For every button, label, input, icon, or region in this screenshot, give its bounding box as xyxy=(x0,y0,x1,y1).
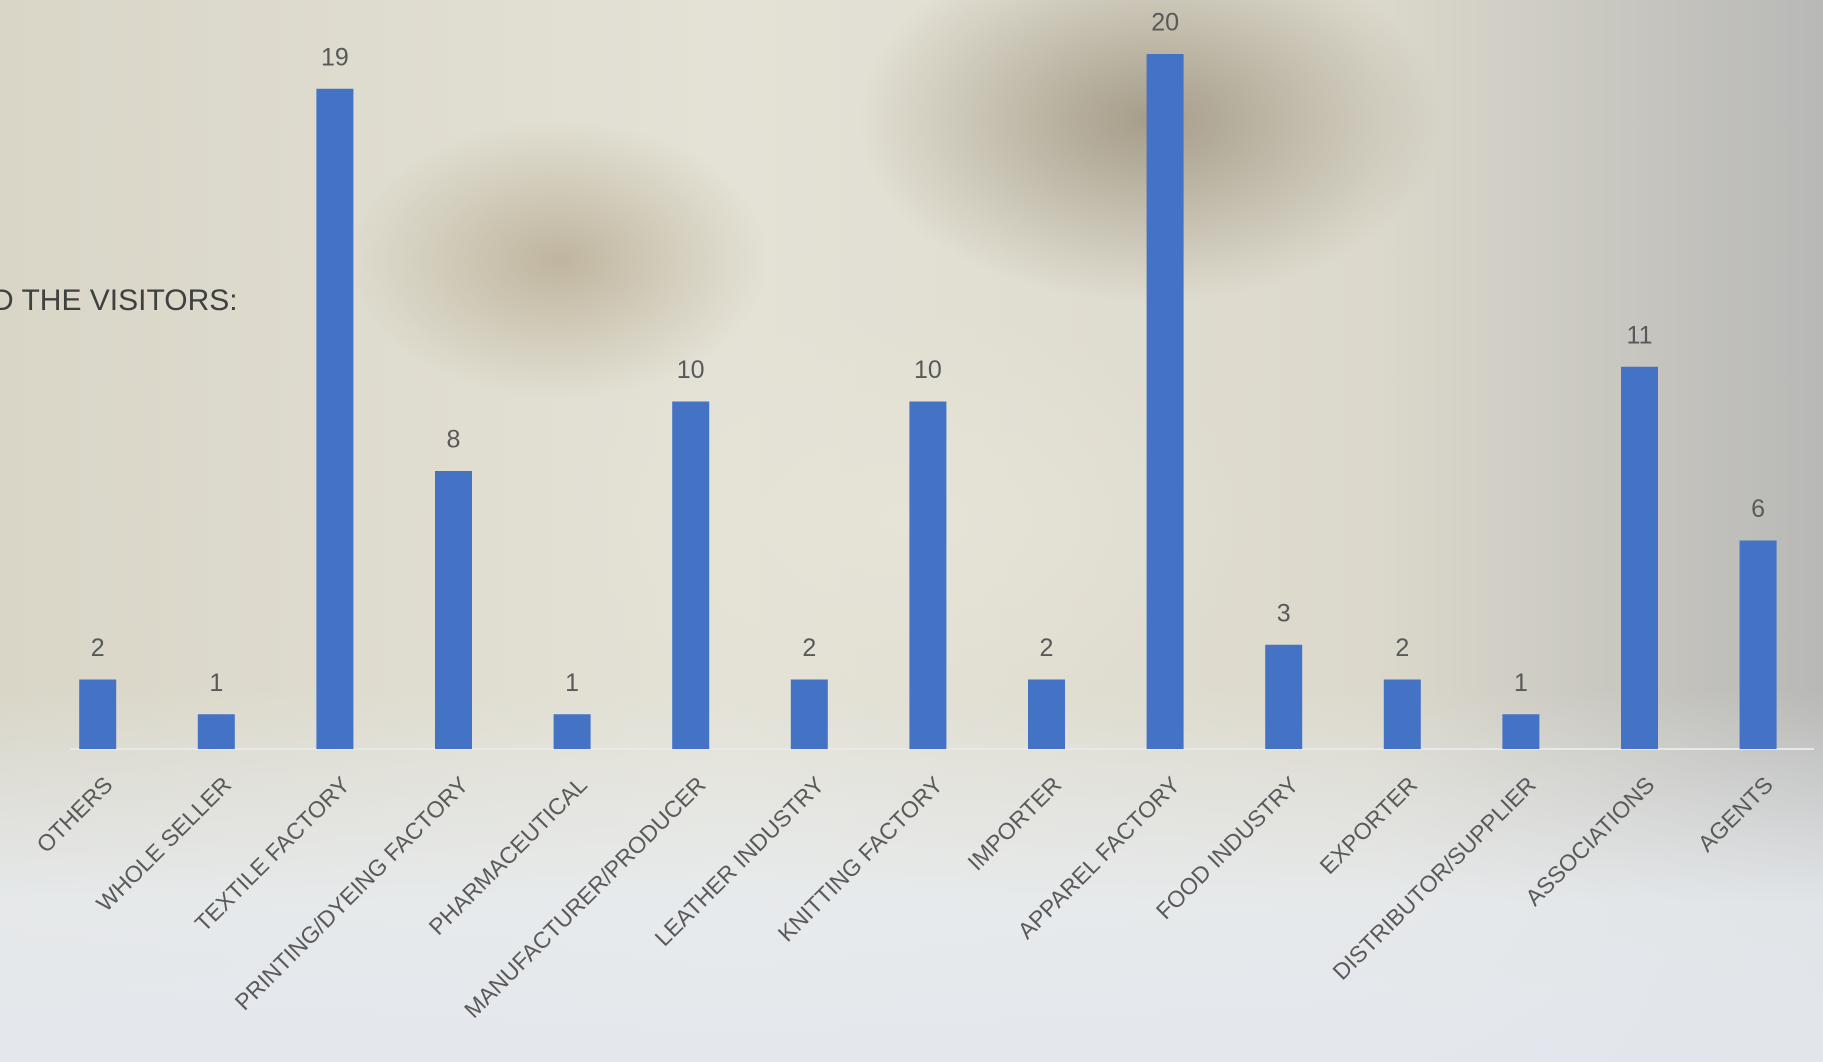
bar xyxy=(909,401,947,749)
bar xyxy=(79,679,117,749)
data-label: 6 xyxy=(1751,495,1765,523)
data-label: 10 xyxy=(914,356,942,384)
data-label: 2 xyxy=(1395,634,1409,662)
bar xyxy=(790,679,828,749)
data-label: 1 xyxy=(1514,669,1528,697)
bar xyxy=(197,714,235,749)
bar xyxy=(1739,540,1777,749)
x-tick-label: OTHERS xyxy=(31,771,117,857)
data-label: 10 xyxy=(677,356,705,384)
data-label: 2 xyxy=(1040,634,1054,662)
bar xyxy=(1028,679,1065,749)
x-tick-label: AGENTS xyxy=(1693,771,1778,856)
x-tick-label: MANUFACTURER/PRODUCER xyxy=(459,771,711,1023)
x-tick-label: IMPORTER xyxy=(962,771,1066,875)
x-tick-label: DISTRIBUTOR/SUPPLIER xyxy=(1327,771,1540,984)
x-tick-label: EXPORTER xyxy=(1315,771,1423,879)
data-label: 2 xyxy=(802,634,816,662)
bar xyxy=(1502,714,1540,749)
data-label: 20 xyxy=(1151,9,1179,37)
data-label: 11 xyxy=(1627,321,1653,349)
data-label: 19 xyxy=(321,43,349,71)
data-label: 1 xyxy=(565,669,579,697)
bar xyxy=(1146,54,1184,749)
bar xyxy=(316,88,354,749)
x-tick-label: PRINTING/DYEING FACTORY xyxy=(230,771,474,1015)
bar xyxy=(1383,679,1421,749)
x-tick-label: ASSOCIATIONS xyxy=(1520,771,1659,910)
data-label: 8 xyxy=(447,426,461,454)
bar xyxy=(1621,366,1658,749)
bar xyxy=(435,471,472,749)
data-label: 2 xyxy=(91,634,105,662)
bar xyxy=(553,714,591,749)
chart-title: D THE VISITORS: xyxy=(0,284,238,317)
bar xyxy=(672,401,710,749)
data-label: 3 xyxy=(1277,599,1291,627)
bar xyxy=(1265,644,1303,749)
data-label: 1 xyxy=(209,669,223,697)
